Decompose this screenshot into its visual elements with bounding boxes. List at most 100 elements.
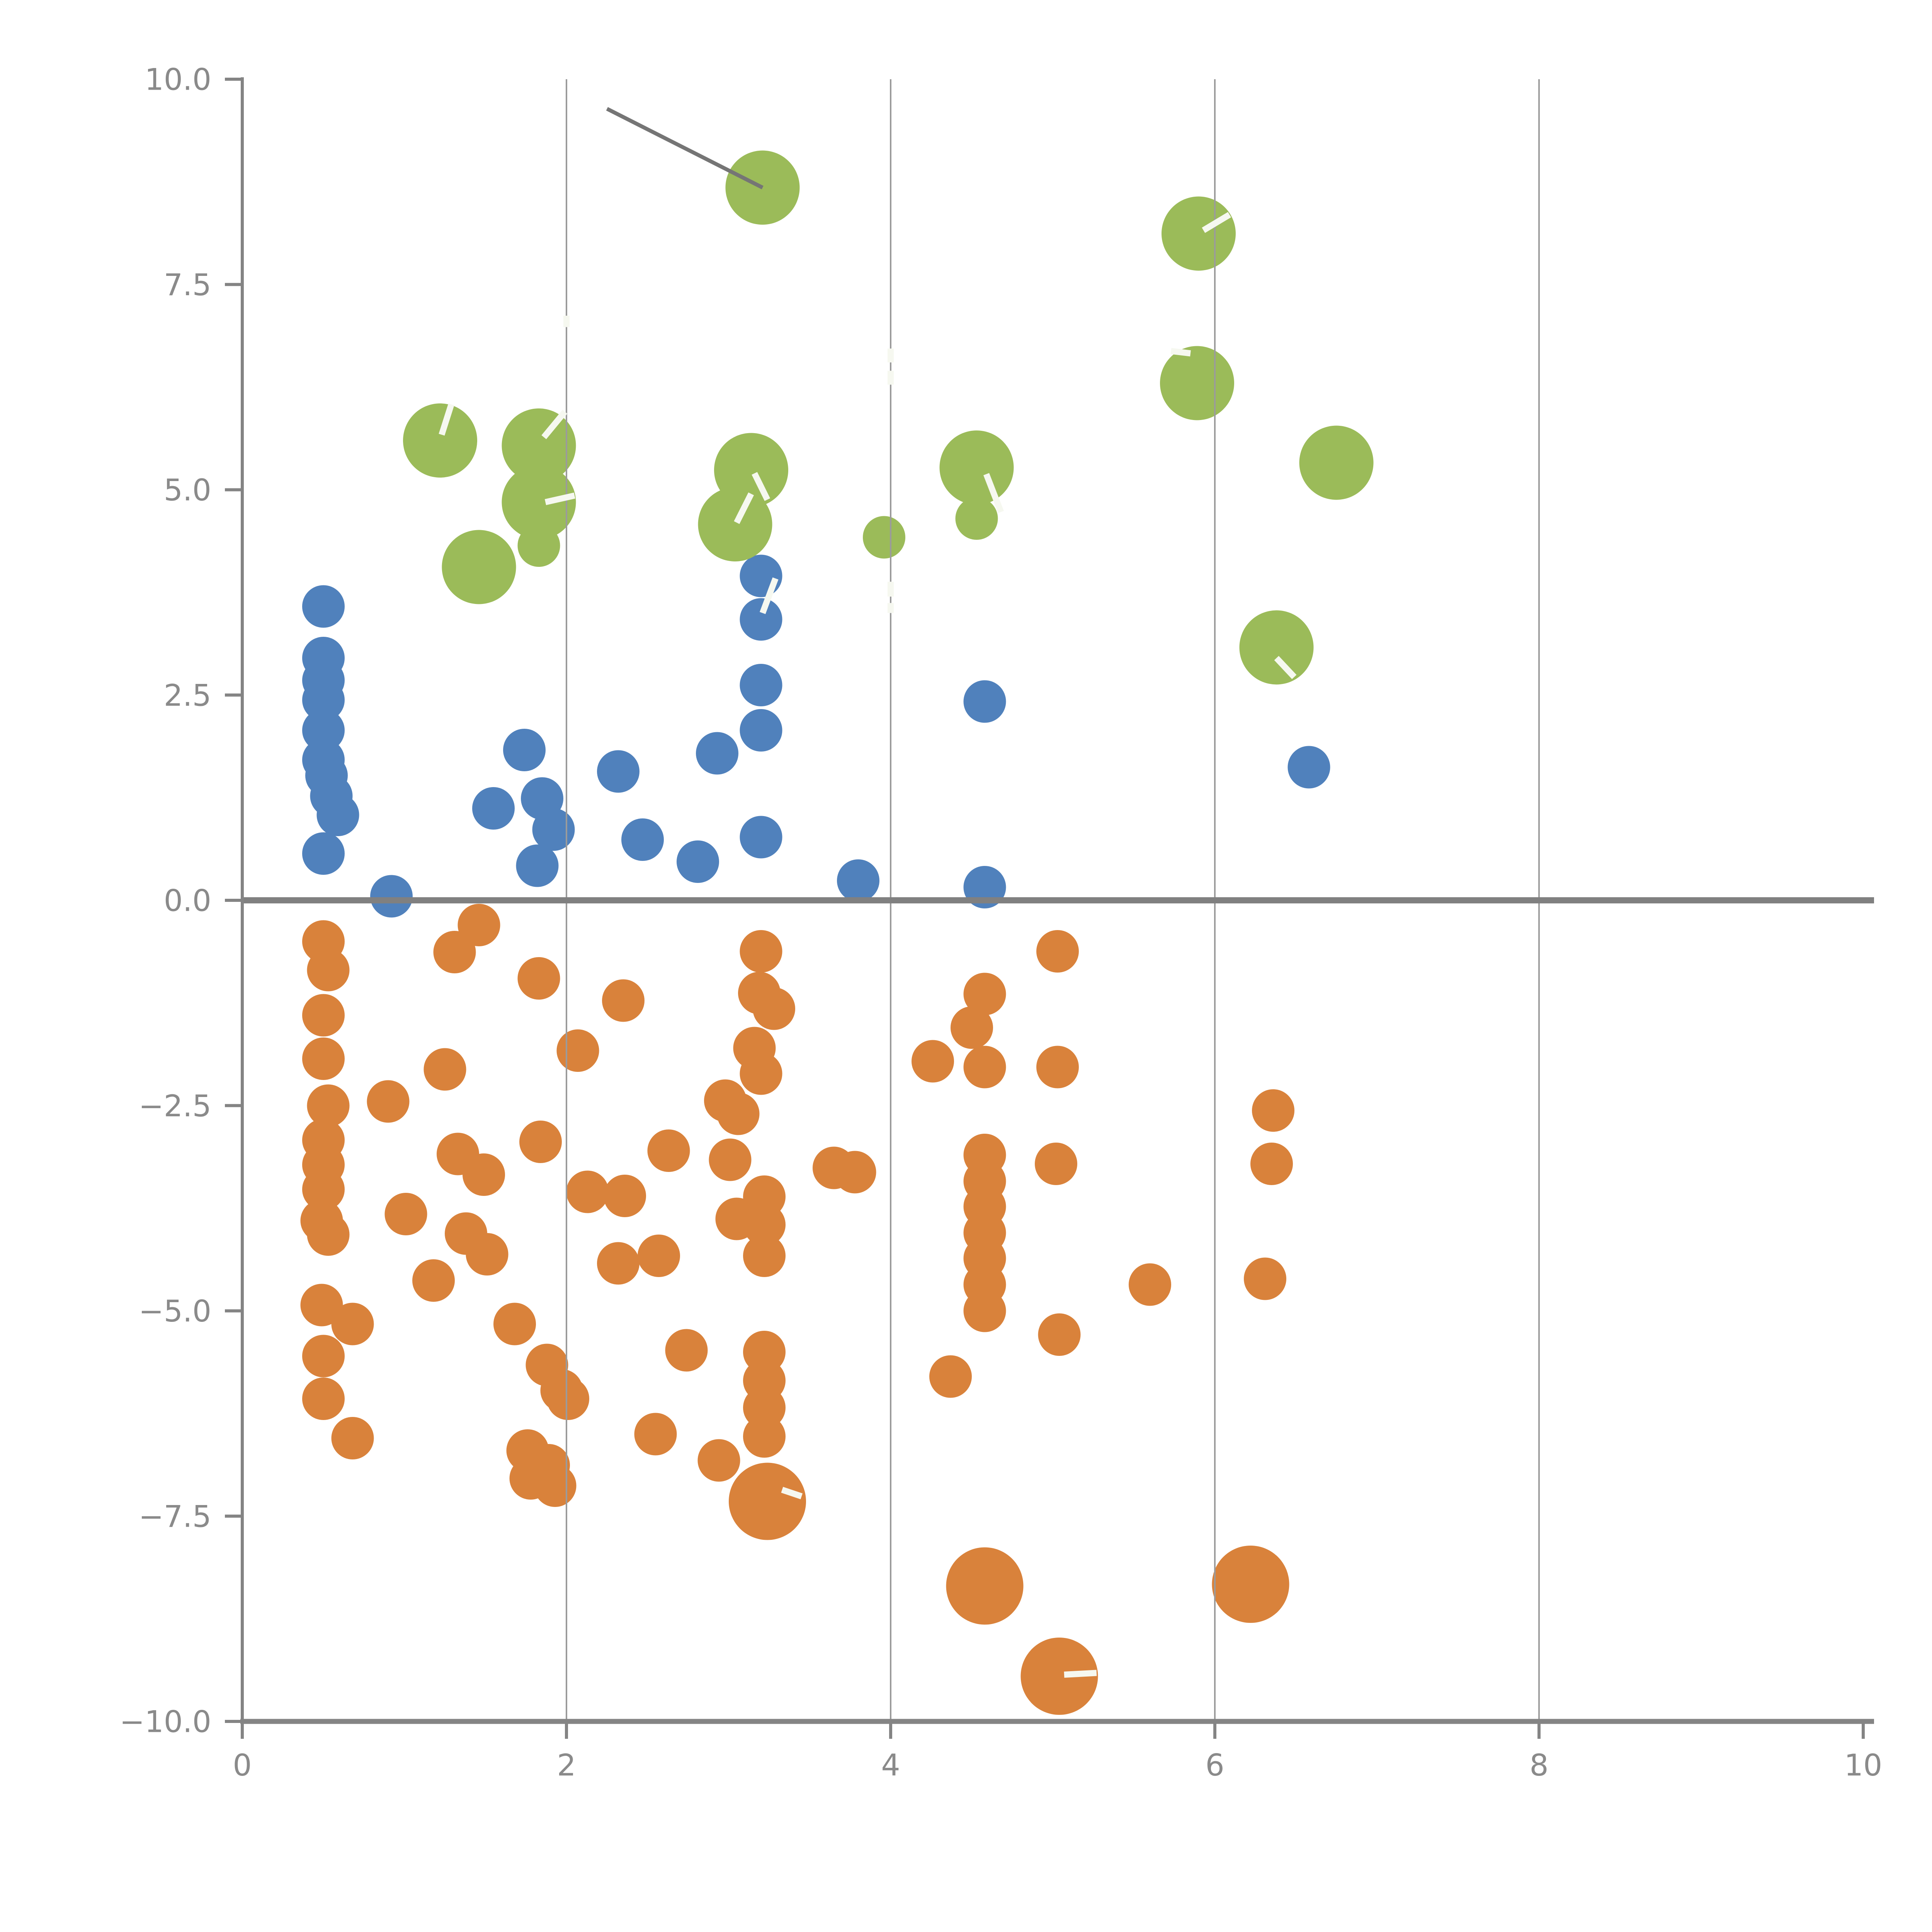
x-tick-label: 6: [1205, 1748, 1224, 1783]
point-orange: [547, 1378, 589, 1420]
point-blue: [503, 729, 546, 771]
point-green: [1162, 196, 1236, 271]
white-tick-mark: [439, 403, 454, 436]
point-blue: [302, 585, 345, 628]
point-orange: [302, 1335, 345, 1378]
point-orange: [912, 1040, 954, 1083]
point-orange: [367, 1080, 410, 1123]
point-blue: [696, 732, 738, 775]
point-orange: [729, 1463, 806, 1540]
point-blue: [516, 844, 559, 887]
point-orange: [433, 931, 476, 973]
point-blue: [472, 787, 515, 830]
point-blue: [740, 709, 782, 752]
point-orange: [753, 987, 795, 1030]
point-blue: [370, 875, 413, 918]
point-blue: [597, 750, 639, 793]
point-orange: [717, 1092, 760, 1135]
y-tick-label: 0.0: [164, 884, 211, 918]
point-green: [1160, 346, 1234, 420]
point-orange: [743, 1235, 786, 1277]
x-tick-label: 10: [1844, 1748, 1883, 1783]
point-blue: [1287, 746, 1330, 789]
point-orange: [302, 1037, 345, 1080]
point-orange: [517, 957, 560, 1000]
point-green: [1239, 610, 1314, 685]
point-blue: [740, 554, 782, 597]
point-orange: [740, 1052, 782, 1095]
y-tick-label: 5.0: [164, 473, 211, 508]
point-orange: [331, 1417, 374, 1459]
point-orange: [1036, 1046, 1079, 1088]
x-tick-label: 0: [233, 1748, 252, 1783]
point-orange: [740, 930, 782, 973]
white-tick-mark: [1274, 656, 1297, 679]
y-tick-label: −7.5: [139, 1499, 211, 1534]
annotation-line: [606, 107, 764, 189]
point-orange: [743, 1203, 786, 1246]
point-green: [939, 430, 1014, 505]
white-tick-mark: [1170, 348, 1191, 357]
point-orange: [423, 1048, 466, 1091]
point-green: [517, 524, 560, 567]
point-orange: [1244, 1257, 1286, 1300]
point-blue: [532, 808, 575, 851]
point-blue: [740, 816, 782, 859]
point-orange: [1036, 930, 1079, 973]
y-tick-label: 7.5: [164, 268, 211, 303]
point-orange: [597, 1242, 639, 1285]
point-green: [863, 516, 905, 559]
point-orange: [602, 979, 645, 1022]
point-orange: [665, 1329, 708, 1372]
white-tick-mark: [544, 492, 575, 505]
white-tick-mark: [781, 1486, 803, 1500]
x-tick-label: 8: [1529, 1748, 1548, 1783]
point-green: [1299, 425, 1374, 500]
point-orange: [556, 1029, 599, 1072]
point-orange: [566, 1170, 609, 1213]
white-tick-mark: [1064, 1670, 1097, 1678]
x-tick-label: 4: [881, 1748, 900, 1783]
point-blue: [740, 598, 782, 641]
y-tick-label: 2.5: [164, 678, 211, 713]
point-green: [502, 408, 576, 483]
point-orange: [307, 1213, 350, 1256]
point-orange: [331, 1303, 374, 1345]
point-orange: [493, 1303, 536, 1345]
point-orange: [412, 1259, 455, 1302]
y-tick-label: −5.0: [139, 1294, 211, 1329]
point-orange: [743, 1415, 786, 1458]
point-orange: [1212, 1546, 1289, 1623]
point-blue: [316, 794, 359, 836]
point-orange: [1129, 1263, 1171, 1306]
y-tick-label: 10.0: [145, 63, 211, 97]
point-orange: [697, 1439, 740, 1482]
point-blue: [677, 840, 719, 883]
point-orange: [302, 994, 345, 1037]
point-orange: [457, 904, 500, 946]
white-tick-mark: [734, 492, 754, 524]
point-orange: [466, 1233, 509, 1276]
point-orange: [302, 1168, 345, 1211]
point-orange: [647, 1129, 690, 1172]
white-tick-mark: [541, 410, 568, 439]
x-axis: 0 2 4 6 8 10: [233, 1719, 1883, 1783]
point-orange: [929, 1355, 972, 1398]
point-orange: [1020, 1638, 1098, 1715]
point-orange: [604, 1175, 646, 1217]
point-orange: [963, 1046, 1006, 1088]
y-tick-label: −2.5: [139, 1089, 211, 1124]
point-blue: [302, 832, 345, 875]
white-tick-mark: [1202, 212, 1231, 233]
point-orange: [963, 973, 1006, 1015]
point-blue: [837, 859, 879, 902]
y-tick-label: −10.0: [120, 1705, 212, 1740]
point-orange: [384, 1193, 427, 1235]
point-orange: [634, 1413, 677, 1456]
point-orange: [302, 1378, 345, 1420]
point-blue: [302, 679, 345, 721]
point-green: [403, 403, 477, 478]
data-points: [300, 150, 1374, 1715]
white-tick-mark: [752, 472, 770, 501]
